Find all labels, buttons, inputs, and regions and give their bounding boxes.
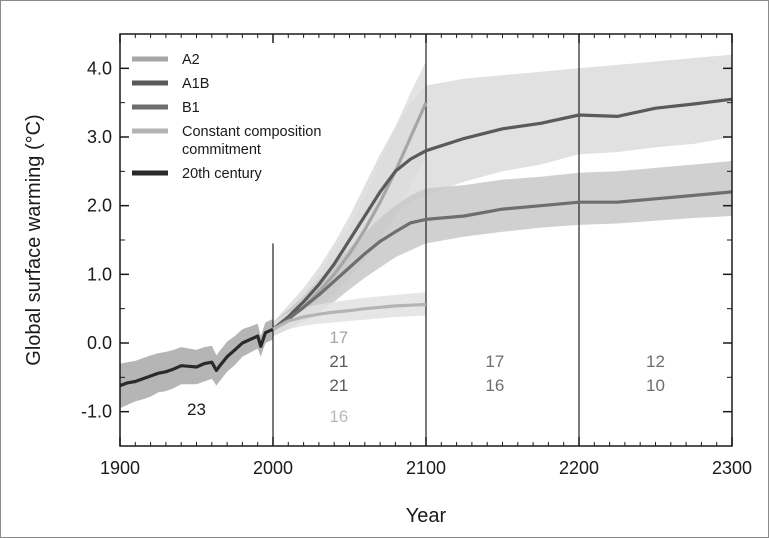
x-tick-label: 2300 [712,458,752,478]
model-count-labels: 23 17 21 21 16 17 16 12 10 [187,328,665,426]
y-tick-label: 0.0 [87,333,112,353]
x-tick-label: 2200 [559,458,599,478]
legend-entry: commitment [182,142,261,158]
legend-entry: 20th century [182,166,263,182]
legend-entry: A2 [182,52,200,68]
band-b1 [273,161,732,337]
model-count-label: 21 [329,352,348,371]
x-tick-label: 2000 [253,458,293,478]
legend-entry: Constant composition [182,124,321,140]
y-tick-label: 4.0 [87,58,112,78]
uncertainty-bands [120,54,732,409]
band-20th-century [120,319,273,409]
model-count-label: 16 [329,407,348,426]
model-count-label: 12 [646,352,665,371]
period-dividers [272,34,580,446]
legend-entry: A1B [182,76,209,92]
line-20th-century [119,327,274,388]
line-b1 [272,190,733,331]
y-tick-label: 2.0 [87,196,112,216]
model-count-label: 10 [646,376,665,395]
x-tick-label: 1900 [100,458,140,478]
x-axis-title: Year [406,505,447,527]
legend: A2 A1B B1 Constant composition commitment 20t… [132,52,321,182]
band-constant-composition-commitment [273,292,426,337]
line-a1b [271,97,733,331]
model-count-label: 17 [485,352,504,371]
legend-entry: B1 [182,100,200,116]
series-lines [119,97,733,388]
line-constant-composition-commitment [272,302,427,331]
x-tick-label: 2100 [406,458,446,478]
model-count-label: 16 [485,376,504,395]
model-count-label: 21 [329,376,348,395]
y-tick-label: 3.0 [87,127,112,147]
model-count-label: 17 [329,328,348,347]
model-count-label: 23 [187,400,206,419]
y-axis-title: Global surface warming (°C) [23,114,45,365]
y-tick-label: 1.0 [87,264,112,284]
y-tick-label: -1.0 [81,402,112,422]
band-a1b [273,54,732,337]
plot-axes: 1900 2000 2100 2200 2300 -1.0 0.0 1.0 2.0 3.0 4.0 [81,33,752,478]
